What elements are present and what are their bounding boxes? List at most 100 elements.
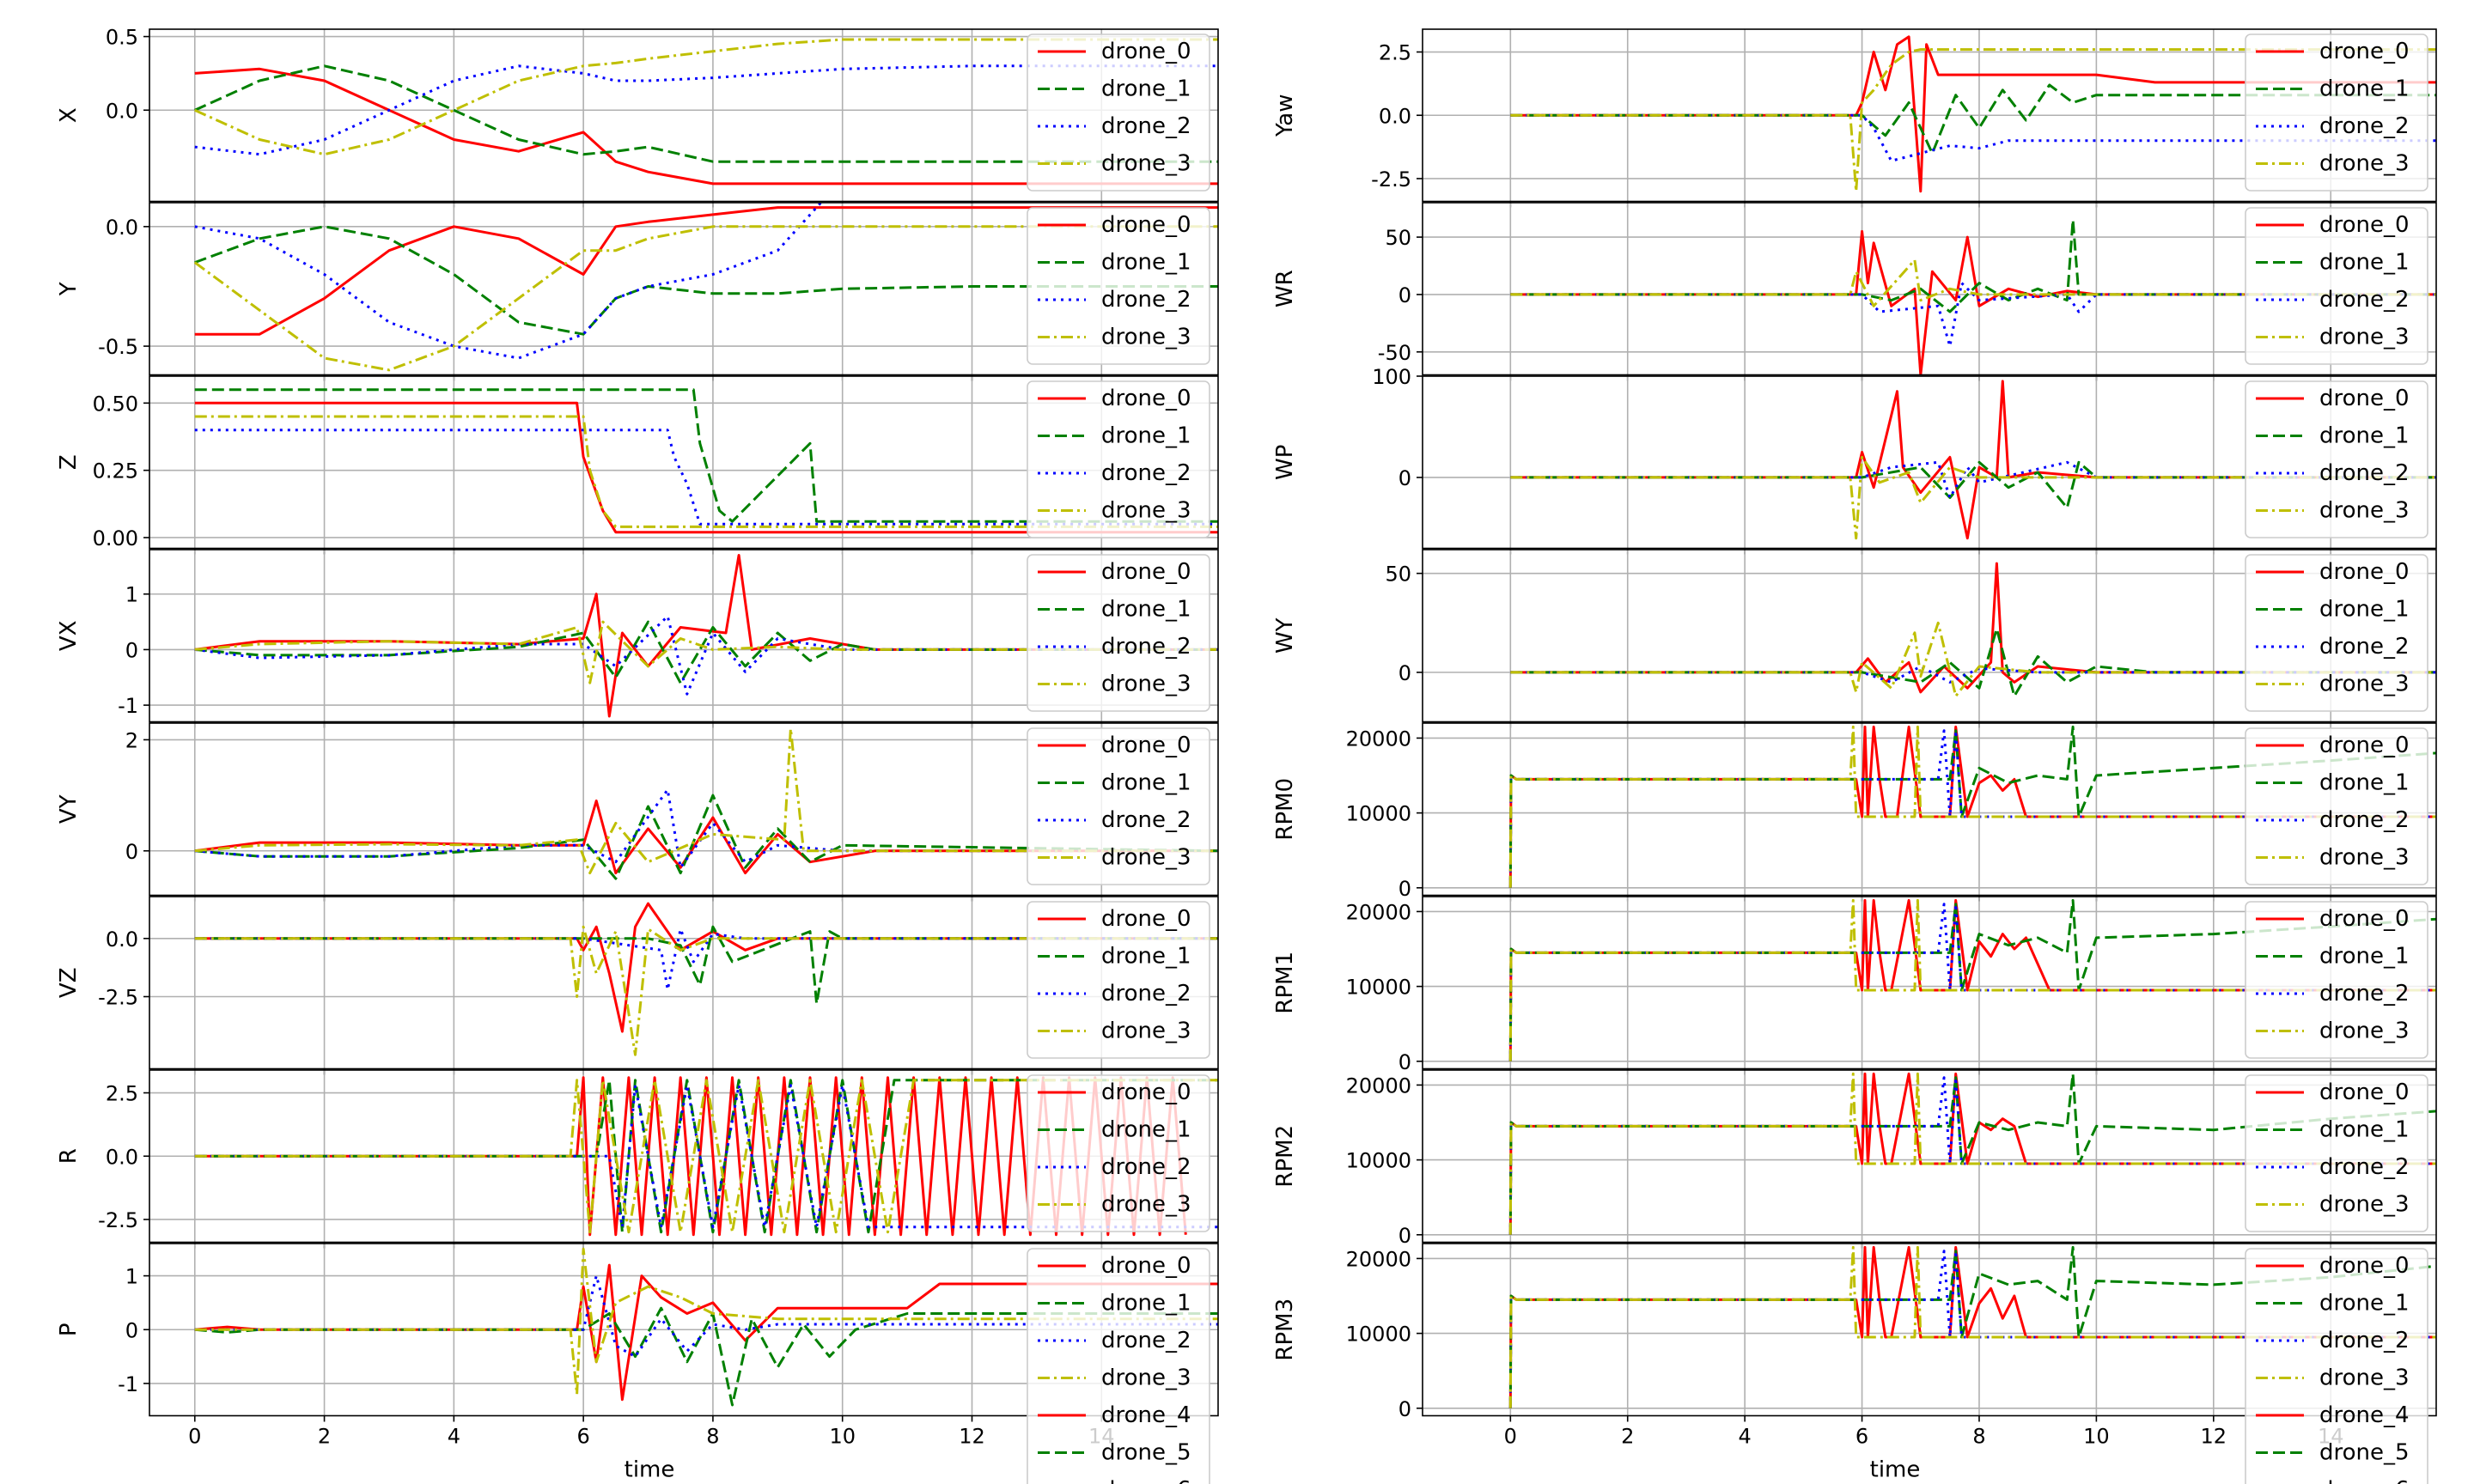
legend-label: drone_0	[1101, 1253, 1191, 1279]
y-tick-label: -0.5	[98, 335, 138, 359]
legend-label: drone_1	[2319, 76, 2410, 102]
series-line-drone-3	[194, 620, 1218, 684]
legend-label: drone_1	[2319, 597, 2410, 623]
legend-label: drone_0	[2319, 906, 2410, 932]
legend-label: drone_5	[2319, 1440, 2410, 1466]
legend-label: drone_0	[1101, 1080, 1191, 1105]
y-tick-label: 20000	[1346, 900, 1411, 924]
series-line-drone-2	[1510, 460, 2436, 499]
legend-label: drone_2	[1101, 460, 1191, 486]
legend: drone_0 drone_1 drone_2 drone_3	[2245, 901, 2428, 1059]
legend-label: drone_2	[2319, 1154, 2410, 1180]
legend: drone_0 drone_1 drone_2 drone_3	[1027, 207, 1210, 365]
legend: drone_0 drone_1 drone_2 drone_3	[2245, 33, 2428, 192]
axes-frame	[149, 722, 1219, 897]
subplot-rpm3: 2000010000002468101214RPM3timedrone_0dro…	[1272, 1243, 2437, 1484]
legend-label: drone_3	[2319, 845, 2410, 871]
x-tick-label: 8	[1972, 1425, 1985, 1449]
y-tick-label: -1	[118, 694, 138, 718]
legend-label: drone_0	[2319, 212, 2410, 238]
legend: drone_0 drone_1 drone_2 drone_3	[2245, 727, 2428, 885]
legend-label: drone_3	[2319, 1192, 2410, 1218]
legend-label: drone_2	[2319, 807, 2410, 833]
y-tick-label: 0.0	[106, 99, 138, 123]
y-axis-label: Z	[56, 454, 82, 470]
subplot-rpm2: 20000 10000 0 RPM2 drone_0 drone_1 drone_2dron…	[1272, 1069, 2437, 1249]
legend-label: drone_2	[2319, 287, 2410, 313]
series-group	[1510, 218, 2436, 375]
series-line-drone-2	[1510, 282, 2436, 348]
series-line-drone-3	[194, 1079, 1218, 1234]
series-line-drone-2	[1508, 729, 2436, 888]
y-tick-label: 2.5	[106, 1082, 138, 1106]
subplot-yaw: 2.50.0-2.5Yawdrone_0drone_1drone_2drone_…	[1272, 28, 2437, 208]
legend-label: drone_3	[2319, 1365, 2410, 1391]
legend-label: drone_0	[1101, 906, 1191, 932]
legend-label: drone_0	[1101, 733, 1191, 758]
y-tick-label: 0.0	[1379, 104, 1411, 128]
subplot-vz: 0.0 -2.5 VZ drone_0 drone_1 drone_2 drone_3	[56, 896, 1219, 1075]
axes-frame	[1422, 1243, 2437, 1417]
subplot-rpm0: 20000 10000 0 RPM0 drone_0 drone_1 drone_2dron…	[1272, 722, 2437, 902]
x-axis-label: time	[1870, 1457, 1921, 1483]
y-tick-label: -2.5	[98, 1208, 138, 1232]
legend-label: drone_3	[1101, 1019, 1191, 1044]
series-group	[1508, 1072, 2436, 1235]
legend-label: drone_1	[1101, 1291, 1191, 1317]
legend-label: drone_3	[2319, 151, 2410, 177]
subplot-z: 0.500.250.00Zdrone_0drone_1drone_2drone_…	[56, 375, 1219, 555]
x-tick-label: 0	[188, 1425, 201, 1449]
legend-box	[1027, 727, 1210, 885]
legend: drone_0 drone_1 drone_2 drone_3	[2245, 554, 2428, 712]
series-line-drone-1	[1510, 627, 2436, 697]
series-line-drone-1	[1508, 898, 2436, 1061]
legend-label: drone_3	[2319, 325, 2410, 350]
series-line-drone-1	[194, 64, 1218, 163]
y-tick-label: 0	[1398, 466, 1411, 490]
legend-label: drone_3	[1101, 1365, 1191, 1391]
legend-label: drone_1	[2319, 944, 2410, 970]
legend-label: drone_3	[2319, 498, 2410, 524]
series-group	[194, 902, 1218, 1056]
series-line-drone-1	[194, 388, 1218, 523]
series-group	[194, 554, 1218, 718]
y-tick-label: 0.50	[93, 392, 138, 416]
series-line-drone-0	[1510, 562, 2436, 694]
legend-label: drone_2	[1101, 807, 1191, 833]
legend-label: drone_3	[1101, 151, 1191, 177]
axes-frame	[1422, 202, 2437, 376]
series-line-drone-2	[1508, 1076, 2436, 1235]
y-tick-label: 0.0	[106, 216, 138, 240]
legend-box	[2245, 554, 2428, 712]
series-group	[1508, 898, 2436, 1061]
subplot-wp: 100 0 WP drone_0 drone_1 drone_2 drone_3	[1272, 365, 2437, 555]
legend-label: drone_2	[2319, 981, 2410, 1007]
y-tick-label: 20000	[1346, 727, 1411, 751]
series-line-drone-1	[194, 225, 1218, 336]
y-tick-label: 0	[125, 1318, 138, 1342]
legend-label: drone_2	[2319, 634, 2410, 660]
series-group	[194, 38, 1218, 186]
legend-label: drone_0	[2319, 733, 2410, 758]
series-group	[194, 1247, 1218, 1407]
series-line-drone-3	[194, 1247, 1218, 1396]
y-tick-label: 0	[125, 840, 138, 864]
legend-label: drone_2	[1101, 287, 1191, 313]
legend-label: drone_0	[2319, 1080, 2410, 1105]
legend-box	[2245, 380, 2428, 538]
series-group	[193, 203, 1218, 372]
legend-label: drone_0	[2319, 386, 2410, 411]
axes-frame	[1422, 1069, 2437, 1244]
legend-label: drone_2	[2319, 113, 2410, 139]
legend-box	[1027, 1074, 1210, 1232]
legend-box	[2245, 901, 2428, 1059]
legend-label: drone_1	[1101, 76, 1191, 102]
series-line-drone-3	[194, 38, 1218, 156]
legend-box	[2245, 33, 2428, 192]
series-line-drone-1	[1508, 1072, 2436, 1235]
series-line-drone-0	[194, 67, 1218, 186]
y-tick-label: 0	[1398, 1397, 1411, 1421]
